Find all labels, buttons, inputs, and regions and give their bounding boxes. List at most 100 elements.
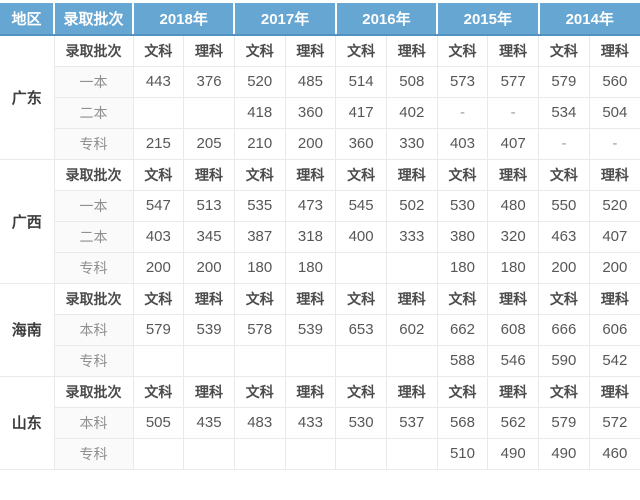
subject-subheader-cell: 理科 (385, 34, 438, 67)
score-cell: 205 (183, 127, 235, 160)
score-row: 专科 510 490 490 460 (0, 437, 640, 470)
score-cell: 490 (538, 437, 590, 470)
subject-subheader-cell: 文科 (132, 158, 185, 191)
score-cell: 530 (436, 189, 489, 222)
score-cell: 360 (284, 96, 337, 129)
score-cell: 520 (588, 189, 640, 222)
subject-subheader-cell: 理科 (487, 158, 539, 191)
subject-subheader-cell: 文科 (335, 34, 387, 67)
subject-subheader-cell: 文科 (132, 375, 185, 408)
batch-column-header: 录取批次 (53, 3, 133, 36)
region-column-header: 地区 (0, 3, 54, 36)
region-cell: 广西 (0, 158, 55, 284)
score-cell: 602 (385, 313, 438, 346)
score-cell: 480 (487, 189, 539, 222)
score-cell: 534 (538, 96, 590, 129)
subject-subheader-cell: 文科 (233, 158, 286, 191)
subject-subheader-cell: 理科 (588, 282, 640, 315)
score-cell: 579 (538, 406, 590, 439)
score-cell: 606 (588, 313, 640, 346)
score-cell: 505 (132, 406, 185, 439)
score-cell: 560 (588, 65, 640, 98)
score-cell: - (487, 96, 539, 129)
score-cell: 573 (436, 65, 489, 98)
subject-subheader-cell: 文科 (436, 34, 489, 67)
score-cell: 200 (538, 251, 590, 284)
score-cell (132, 437, 185, 470)
score-cell: 418 (233, 96, 286, 129)
score-cell: 530 (335, 406, 387, 439)
subject-subheader-cell: 文科 (538, 375, 590, 408)
subject-subheader-cell: 理科 (284, 282, 337, 315)
subject-subheader-cell: 理科 (385, 375, 438, 408)
subject-subheader-cell: 理科 (487, 34, 539, 67)
score-cell: 550 (538, 189, 590, 222)
year-header-2015: 2015年 (436, 3, 539, 36)
score-cell: 320 (487, 220, 539, 253)
score-cell: 210 (233, 127, 286, 160)
subject-subheader-cell: 理科 (284, 34, 337, 67)
subject-subheader-cell: 文科 (436, 375, 489, 408)
batch-label-cell: 本科 (53, 313, 134, 346)
year-header-2017: 2017年 (233, 3, 336, 36)
score-cell: 485 (284, 65, 337, 98)
subject-subheader-cell: 理科 (183, 282, 235, 315)
score-row: 本科 505 435 483 433 530 537 568 562 579 572 (0, 406, 640, 439)
score-cell: 403 (132, 220, 185, 253)
score-cell (284, 344, 337, 377)
score-cell: 578 (233, 313, 286, 346)
batch-label-cell: 二本 (53, 96, 134, 129)
subject-subheader-cell: 理科 (385, 158, 438, 191)
score-cell: 400 (335, 220, 387, 253)
subject-subheader-cell: 理科 (588, 34, 640, 67)
score-cell: 545 (335, 189, 387, 222)
score-cell (132, 96, 185, 129)
score-cell: 376 (183, 65, 235, 98)
region-cell: 广东 (0, 34, 55, 160)
batch-label-cell: 专科 (53, 344, 134, 377)
score-cell (183, 96, 235, 129)
subject-subheader-cell: 文科 (233, 34, 286, 67)
score-cell: 200 (183, 251, 235, 284)
batch-label-cell: 专科 (53, 437, 134, 470)
score-cell: 513 (183, 189, 235, 222)
score-cell: 539 (183, 313, 235, 346)
score-cell: 542 (588, 344, 640, 377)
score-cell: 318 (284, 220, 337, 253)
batch-label-cell: 一本 (53, 189, 134, 222)
subject-subheader-cell: 文科 (538, 158, 590, 191)
score-cell: 200 (284, 127, 337, 160)
subject-subheader-cell: 理科 (385, 282, 438, 315)
score-cell: 180 (284, 251, 337, 284)
subject-subheader-cell: 文科 (233, 282, 286, 315)
batch-subheader-cell: 录取批次 (53, 158, 134, 191)
score-cell: 483 (233, 406, 286, 439)
section-subheader-row: 广西 录取批次 文科 理科 文科 理科 文科 理科 文科 理科 文科 理科 (0, 158, 640, 284)
score-row: 二本 403 345 387 318 400 333 380 320 463 407 (0, 220, 640, 253)
subject-subheader-cell: 文科 (436, 282, 489, 315)
subject-subheader-cell: 理科 (284, 158, 337, 191)
score-cell: 514 (335, 65, 387, 98)
batch-label-cell: 本科 (53, 406, 134, 439)
batch-label-cell: 一本 (53, 65, 134, 98)
score-row: 一本 443 376 520 485 514 508 573 577 579 560 (0, 65, 640, 98)
subject-subheader-cell: 文科 (335, 158, 387, 191)
score-row: 本科 579 539 578 539 653 602 662 608 666 606 (0, 313, 640, 346)
score-cell: 473 (284, 189, 337, 222)
score-cell: 590 (538, 344, 590, 377)
score-cell: 180 (487, 251, 539, 284)
score-cell: 407 (588, 220, 640, 253)
subject-subheader-cell: 理科 (183, 375, 235, 408)
batch-subheader-cell: 录取批次 (53, 375, 134, 408)
score-cell (183, 344, 235, 377)
section-subheader-row: 山东 录取批次 文科 理科 文科 理科 文科 理科 文科 理科 文科 理科 (0, 375, 640, 470)
subject-subheader-cell: 文科 (233, 375, 286, 408)
region-cell: 海南 (0, 282, 55, 377)
year-header-2018: 2018年 (131, 3, 235, 36)
score-row: 专科 588 546 590 542 (0, 344, 640, 377)
main-header-row: 地区 录取批次 2018年 2017年 2016年 2015年 2014年 (0, 3, 640, 36)
section-subheader-row: 海南 录取批次 文科 理科 文科 理科 文科 理科 文科 理科 文科 理科 (0, 282, 640, 377)
score-cell: 653 (335, 313, 387, 346)
score-cell (385, 437, 438, 470)
score-cell: 666 (538, 313, 590, 346)
